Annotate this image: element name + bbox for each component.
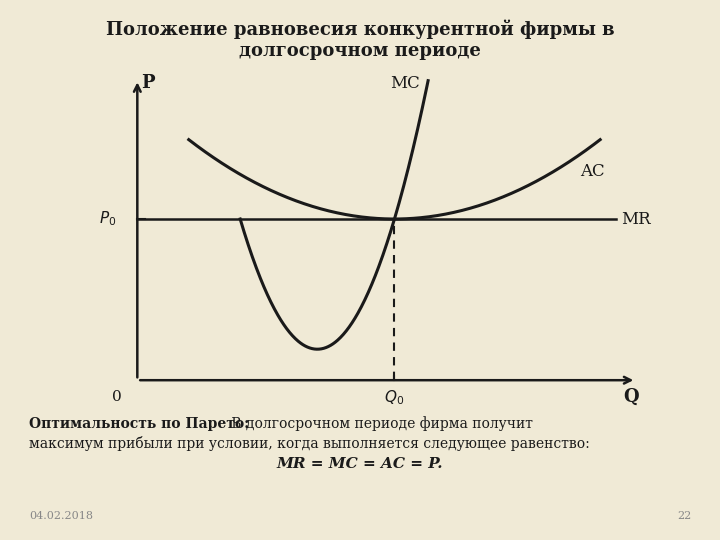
Text: Q: Q — [624, 388, 639, 406]
Text: MR = MC = AC = P.: MR = MC = AC = P. — [276, 457, 444, 471]
Text: $P_0$: $P_0$ — [99, 210, 117, 228]
Text: Оптимальность по Парето:: Оптимальность по Парето: — [29, 417, 249, 431]
Text: $Q_0$: $Q_0$ — [384, 388, 405, 407]
Text: максимум прибыли при условии, когда выполняется следующее равенство:: максимум прибыли при условии, когда выпо… — [29, 436, 590, 451]
Text: Положение равновесия конкурентной фирмы в: Положение равновесия конкурентной фирмы … — [106, 20, 614, 39]
Text: 04.02.2018: 04.02.2018 — [29, 511, 93, 521]
Text: В долгосрочном периоде фирма получит: В долгосрочном периоде фирма получит — [227, 416, 533, 431]
Text: AC: AC — [580, 163, 604, 180]
Text: P: P — [141, 73, 154, 92]
Text: 0: 0 — [112, 390, 122, 404]
Text: MR: MR — [621, 211, 650, 227]
Text: 22: 22 — [677, 511, 691, 521]
Text: долгосрочном периоде: долгосрочном периоде — [239, 42, 481, 60]
Text: MC: MC — [390, 75, 420, 92]
